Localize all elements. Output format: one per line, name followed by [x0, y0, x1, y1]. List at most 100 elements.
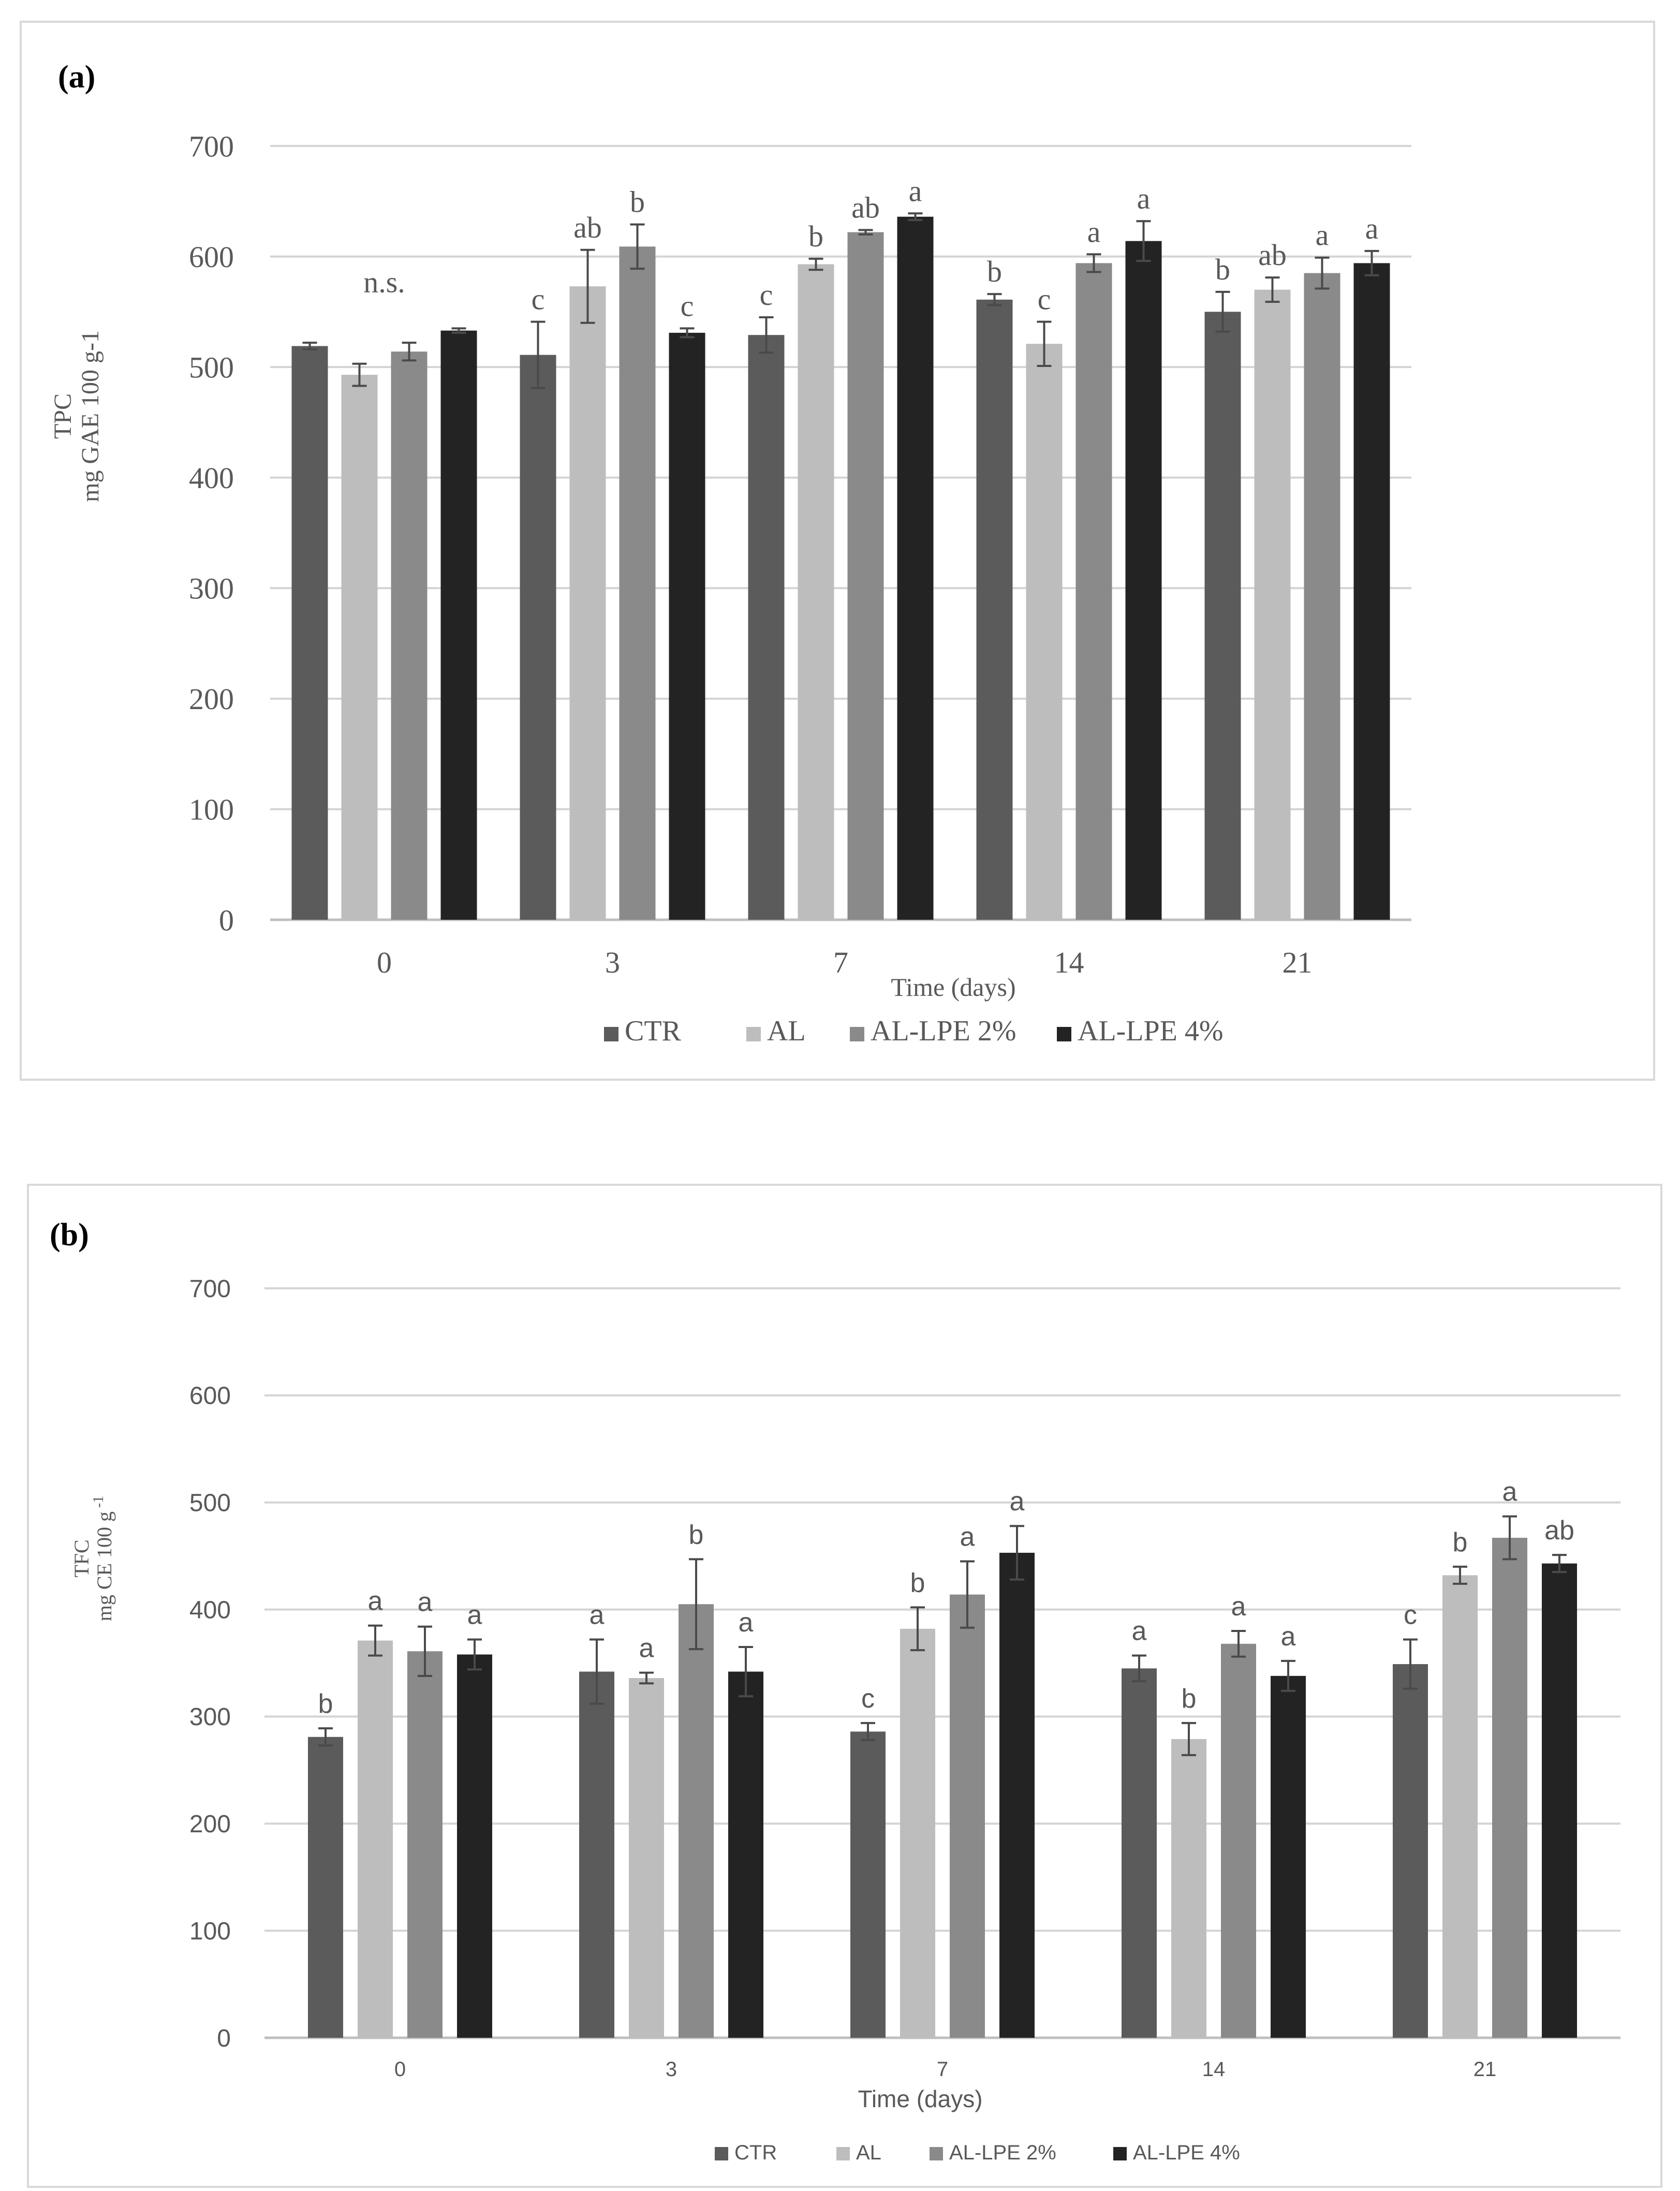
legend-swatch-al-lpe-2-: [850, 1027, 864, 1041]
y-tick-label: 100: [189, 793, 234, 827]
legend-label: AL: [856, 2141, 881, 2164]
significance-letter: ab: [1544, 1516, 1574, 1546]
legend-swatch-al: [836, 2147, 850, 2160]
y-axis-title-line1: TPC: [49, 393, 77, 439]
x-axis-title: Time (days): [891, 973, 1015, 1002]
bar-al-day-14: [1171, 1739, 1206, 2038]
y-tick-label: 200: [189, 1811, 231, 1838]
significance-letter: a: [1281, 1622, 1296, 1652]
bar-al-lpe-2--day-0: [391, 351, 428, 920]
x-tick-label: 7: [833, 946, 848, 979]
bar-al-day-7: [798, 264, 834, 920]
bar-al-lpe-2--day-14: [1221, 1643, 1256, 2038]
y-tick-label: 300: [189, 1703, 231, 1731]
bar-ctr-day-14: [976, 299, 1013, 920]
bar-al-day-21: [1254, 289, 1291, 920]
legend-label: CTR: [625, 1015, 682, 1047]
legend-swatch-ctr: [715, 2147, 728, 2160]
bar-al-lpe-2--day-3: [679, 1604, 714, 2038]
significance-letter: a: [909, 174, 922, 208]
significance-letter: a: [960, 1522, 975, 1552]
legend-swatch-al-lpe-2-: [930, 2147, 943, 2160]
y-tick-label: 500: [189, 1490, 231, 1517]
bar-al-day-21: [1442, 1575, 1478, 2038]
x-tick-label: 7: [937, 2058, 948, 2081]
significance-letter: a: [368, 1586, 383, 1616]
bar-al-lpe-2--day-3: [619, 246, 656, 920]
bar-al-day-7: [900, 1628, 935, 2038]
y-axis-title-line1: TFC: [70, 1539, 93, 1577]
significance-letter: a: [1316, 218, 1329, 252]
y-tick-label: 400: [189, 461, 234, 495]
legend-swatch-ctr: [604, 1027, 618, 1041]
bar-al-day-3: [629, 1678, 664, 2038]
y-axis-title-superscript: -1: [91, 1496, 107, 1511]
y-tick-label: 400: [189, 1596, 231, 1624]
x-tick-label: 14: [1202, 2058, 1226, 2081]
significance-letter: a: [639, 1634, 654, 1664]
y-tick-label: 0: [219, 903, 234, 937]
legend-label: AL-LPE 2%: [949, 2141, 1056, 2164]
y-axis-title-line2: mg GAE 100 g-1: [77, 330, 104, 502]
bar-ctr-day-7: [850, 1731, 886, 2038]
significance-letter: c: [681, 289, 694, 322]
significance-letter: c: [1038, 283, 1051, 316]
significance-letter: b: [1453, 1527, 1468, 1557]
legend-label: AL: [767, 1015, 806, 1047]
significance-letter: a: [1132, 1616, 1147, 1646]
bar-al-lpe-4--day-7: [897, 216, 934, 920]
significance-letter: a: [1087, 215, 1101, 248]
x-tick-label: 3: [666, 2058, 677, 2081]
legend-label: CTR: [734, 2141, 777, 2164]
bar-al-lpe-4--day-21: [1353, 263, 1390, 920]
legend-swatch-al-lpe-4-: [1057, 1027, 1071, 1041]
significance-letter: c: [861, 1684, 875, 1714]
y-tick-label: 700: [189, 129, 234, 163]
significance-letter: ab: [1258, 238, 1287, 272]
bar-al-lpe-4--day-3: [728, 1671, 763, 2038]
y-axis-title-unit: mg CE 100 g: [93, 1511, 116, 1621]
chart-panel-b: 0 100 200 300 400 500 600 700 (b) TFC mg CE 100 g …: [27, 1184, 1662, 2188]
significance-letter: b: [987, 255, 1002, 288]
significance-letter: ab: [573, 211, 602, 244]
significance-letter: a: [1502, 1477, 1517, 1507]
significance-letter: a: [1137, 182, 1151, 215]
bar-ctr-day-21: [1393, 1664, 1428, 2038]
y-axis-title: TFC mg CE 100 g -1: [70, 1496, 116, 1622]
x-tick-label: 21: [1473, 2058, 1497, 2081]
y-tick-label: 600: [189, 240, 234, 274]
x-axis-title: Time (days): [858, 2085, 982, 2112]
x-tick-label: 0: [377, 946, 392, 979]
bar-al-lpe-4--day-3: [669, 332, 705, 920]
legend-label: AL-LPE 4%: [1133, 2141, 1240, 2164]
bar-al-lpe-2--day-21: [1492, 1537, 1527, 2038]
y-axis-title-unit: mg GAE 100 g-1: [77, 330, 104, 502]
chart-panel-a: 0 100 200 300 400 500 600 700 (a) TPC mg GAE 100 g…: [20, 21, 1655, 1081]
bar-al-lpe-4--day-0: [440, 330, 477, 920]
tfc-bar-chart: 0 100 200 300 400 500 600 700 (b) TFC mg CE 100 g …: [50, 1217, 1620, 2164]
bar-ctr-day-0: [308, 1737, 343, 2038]
significance-letter: a: [739, 1608, 754, 1638]
legend-label: AL-LPE 4%: [1078, 1015, 1224, 1047]
y-tick-label: 300: [189, 572, 234, 606]
tpc-bar-chart: 0 100 200 300 400 500 600 700 (a) TPC mg GAE 100 g…: [49, 60, 1411, 1047]
x-tick-label: 21: [1283, 946, 1313, 979]
bar-al-day-3: [569, 286, 606, 920]
bar-al-lpe-4--day-14: [1125, 241, 1162, 920]
x-tick-label: 14: [1054, 946, 1084, 979]
significance-letter: c: [532, 283, 545, 316]
significance-letter: a: [590, 1600, 605, 1630]
bar-al-day-0: [341, 375, 378, 920]
x-tick-label: 0: [394, 2058, 406, 2081]
significance-letter: ab: [851, 190, 880, 224]
significance-letter: b: [318, 1689, 333, 1719]
significance-letter: c: [760, 278, 773, 312]
y-axis-title: TPC mg GAE 100 g-1: [49, 330, 104, 502]
bar-ctr-day-3: [579, 1671, 614, 2038]
bar-ctr-day-21: [1204, 312, 1241, 920]
y-tick-label: 500: [189, 350, 234, 384]
significance-letter: b: [910, 1568, 925, 1598]
bar-al-lpe-2--day-7: [950, 1594, 985, 2038]
significance-letter: a: [467, 1600, 482, 1630]
bar-al-day-0: [358, 1640, 393, 2038]
